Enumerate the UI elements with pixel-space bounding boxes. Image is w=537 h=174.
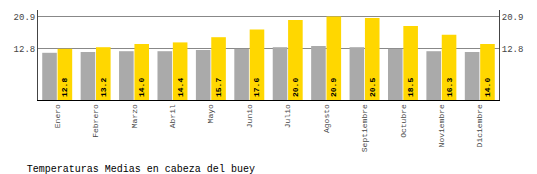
svg-text:12.8: 12.8 — [60, 78, 69, 97]
svg-text:Enero: Enero — [53, 104, 62, 128]
svg-text:20.9: 20.9 — [329, 78, 338, 97]
svg-text:Agosto: Agosto — [322, 104, 331, 133]
svg-text:16.3: 16.3 — [445, 78, 454, 97]
svg-text:Junio: Junio — [245, 104, 254, 128]
svg-text:17.6: 17.6 — [252, 78, 261, 97]
svg-text:Noviembre: Noviembre — [437, 104, 446, 147]
svg-text:20.9: 20.9 — [14, 13, 36, 23]
svg-text:12.8: 12.8 — [14, 45, 36, 55]
svg-text:Septiembre: Septiembre — [360, 104, 369, 152]
svg-text:14.0: 14.0 — [483, 78, 492, 97]
svg-text:20.0: 20.0 — [291, 78, 300, 97]
svg-text:Febrero: Febrero — [91, 104, 100, 138]
svg-text:Mayo: Mayo — [206, 104, 215, 123]
svg-text:20.5: 20.5 — [368, 78, 377, 97]
svg-text:20.9: 20.9 — [502, 13, 524, 23]
svg-text:Marzo: Marzo — [130, 104, 139, 128]
svg-text:Julio: Julio — [283, 104, 292, 128]
svg-text:Abril: Abril — [168, 104, 177, 128]
svg-text:Octubre: Octubre — [399, 104, 408, 138]
svg-text:14.0: 14.0 — [137, 78, 146, 97]
svg-text:15.7: 15.7 — [214, 78, 223, 97]
svg-text:13.2: 13.2 — [99, 78, 108, 97]
svg-text:Temperaturas Medias en cabeza: Temperaturas Medias en cabeza del buey — [27, 164, 255, 174]
svg-text:12.8: 12.8 — [502, 45, 524, 55]
svg-text:18.5: 18.5 — [406, 78, 415, 97]
svg-text:Diciembre: Diciembre — [475, 104, 484, 147]
svg-text:14.4: 14.4 — [176, 78, 185, 97]
